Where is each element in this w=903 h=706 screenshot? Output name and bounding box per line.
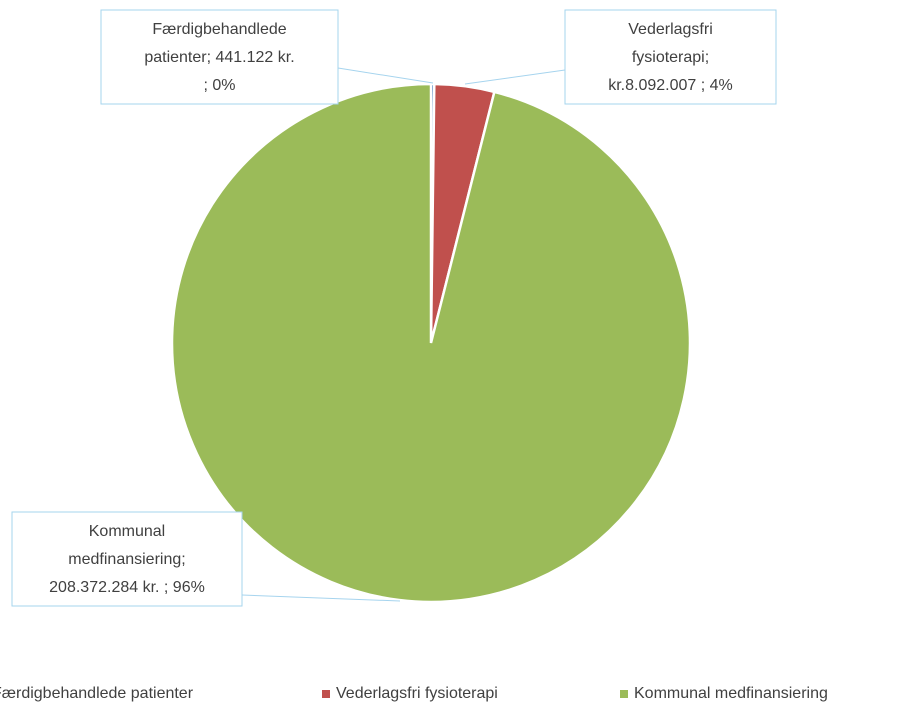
pie-slice (170, 82, 692, 604)
leader-line (337, 67, 434, 84)
label-box (11, 511, 243, 607)
leader-line (464, 69, 566, 85)
legend-label: Færdigbehandlede patienter (0, 685, 194, 702)
label-box (564, 9, 777, 105)
label-box (100, 9, 339, 105)
data-label: Færdigbehandlede (152, 21, 286, 38)
data-label: patienter; 441.122 kr. (144, 49, 294, 66)
data-label: fysioterapi; (632, 49, 709, 66)
data-label: 208.372.284 kr. ; 96% (49, 579, 205, 596)
data-label: medfinansiering; (68, 551, 185, 568)
legend-label: Kommunal medfinansiering (634, 685, 828, 702)
data-label: kr.8.092.007 ; 4% (608, 77, 733, 94)
data-label: Kommunal (89, 523, 165, 540)
legend-marker (322, 690, 330, 698)
data-label: Vederlagsfri (628, 21, 713, 38)
data-label: ; 0% (203, 77, 235, 94)
legend-marker (620, 690, 628, 698)
leader-line (241, 594, 401, 602)
legend-label: Vederlagsfri fysioterapi (336, 685, 498, 702)
